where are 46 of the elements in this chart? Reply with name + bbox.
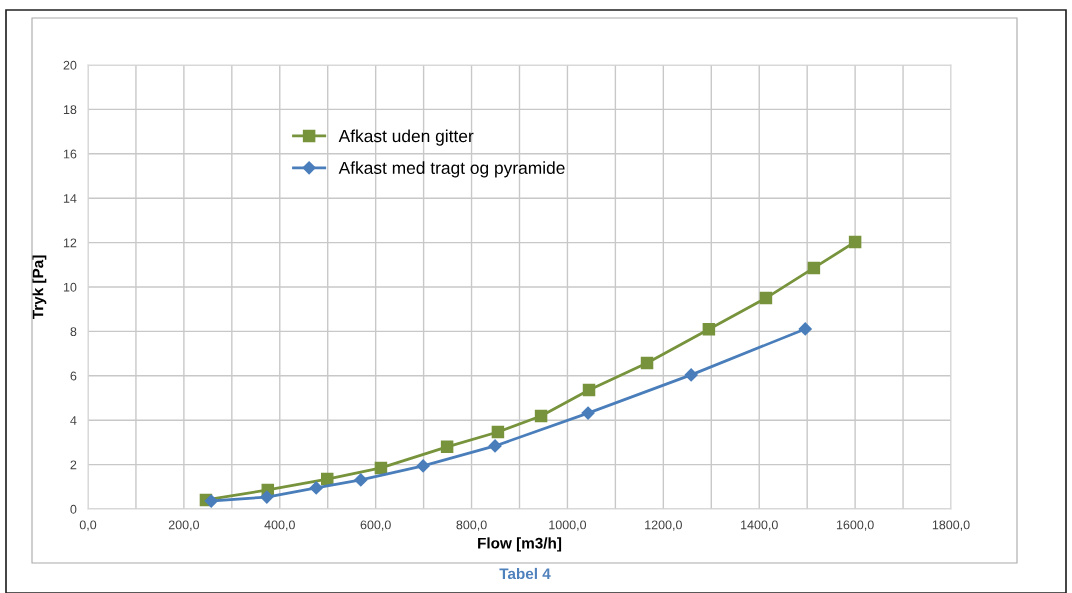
x-tick-label: 1000,0 [549, 520, 587, 531]
point [798, 322, 812, 336]
y-tick-label: 12 [63, 238, 77, 248]
point [260, 490, 274, 504]
y-tick-label: 2 [70, 460, 77, 470]
x-tick-label: 1400,0 [741, 520, 778, 531]
point [491, 425, 505, 439]
y-tick-label: 14 [63, 194, 77, 203]
x-tick-label: 1600,0 [836, 520, 874, 531]
point [320, 472, 334, 486]
point [640, 356, 654, 370]
y-tick-label: 4 [70, 416, 77, 425]
x-tick-label: 0,0 [79, 520, 97, 531]
legend-label: Afkast uden gitter [338, 129, 474, 146]
point [702, 322, 716, 336]
x-tick-label: 200,0 [168, 520, 200, 531]
x-tick-label: 800,0 [456, 520, 487, 531]
y-tick-label: 16 [63, 149, 77, 159]
x-tick-label: 1800,0 [932, 520, 970, 531]
legend-label: Afkast med tragt og pyramide [338, 161, 565, 178]
point [581, 406, 595, 420]
y-tick-label: 10 [63, 282, 77, 292]
point [848, 235, 862, 249]
text: Tabel 4 [499, 567, 551, 580]
x-tick-label: 600,0 [360, 520, 391, 531]
y-tick-label: 20 [63, 60, 77, 70]
point [807, 261, 821, 275]
x-tick-label: 1200,0 [645, 520, 682, 531]
point [440, 440, 454, 454]
point [374, 461, 388, 475]
y-tick-label: 6 [70, 371, 77, 381]
point [684, 368, 698, 382]
point [309, 481, 323, 495]
x-axis-title: Flow [m3/h] [478, 537, 562, 552]
x-tick-label: 400,0 [264, 520, 295, 531]
y-tick-label: 18 [63, 105, 77, 115]
point [759, 291, 773, 305]
point [354, 473, 368, 487]
point [582, 383, 596, 397]
point [488, 439, 502, 453]
y-tick-label: 8 [70, 327, 77, 337]
point [204, 494, 218, 508]
y-axis-title: Tryk [Pa] [32, 255, 47, 320]
y-tick-label: 0 [70, 504, 77, 514]
point [534, 409, 548, 423]
point [416, 459, 430, 473]
